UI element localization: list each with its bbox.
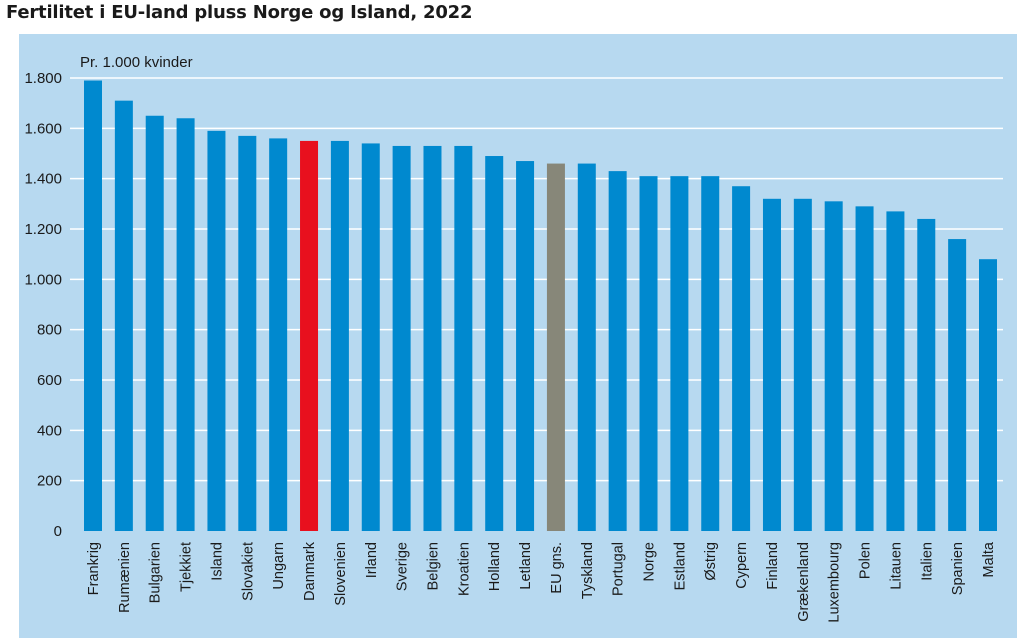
category-label: Island <box>209 542 225 581</box>
category-label: Letland <box>518 542 534 590</box>
category-label: Cypern <box>734 542 750 589</box>
category-label: Tyskland <box>580 542 596 599</box>
bar-eu-gns <box>546 163 565 531</box>
bar-litauen <box>886 211 905 531</box>
category-label: Sverige <box>395 542 411 591</box>
category-label: Litauen <box>888 542 904 590</box>
bar-slovakiet <box>238 135 257 531</box>
y-tick-label: 1.600 <box>24 120 62 137</box>
category-label: Luxembourg <box>827 542 843 623</box>
bar-ungarn <box>269 138 288 531</box>
y-tick-label: 1.400 <box>24 171 62 188</box>
category-label: Irland <box>364 542 380 578</box>
category-label: Polen <box>858 542 874 579</box>
bar-sverige <box>392 145 411 531</box>
bar-danmark <box>300 140 319 532</box>
y-tick-label: 0 <box>54 523 62 540</box>
bar-estland <box>670 176 689 531</box>
bar-italien <box>917 218 936 531</box>
y-tick-label: 800 <box>37 322 62 339</box>
category-label: Tjekkiet <box>179 542 195 592</box>
bar-tyskland <box>577 163 596 531</box>
bar-portugal <box>608 171 627 531</box>
category-label: Finland <box>765 542 781 590</box>
bar-island <box>207 130 226 531</box>
category-label: Frankrig <box>86 542 102 595</box>
category-label: Østrig <box>703 542 719 581</box>
bar-polen <box>855 206 874 531</box>
bar-bulgarien <box>145 115 164 531</box>
category-label: Slovenien <box>333 542 349 606</box>
bar-malta <box>979 259 997 531</box>
category-label: Estland <box>672 542 688 590</box>
bar-cypern <box>732 186 751 531</box>
category-label: Bulgarien <box>148 542 164 603</box>
bar-frankrig <box>84 80 102 532</box>
category-label: Kroatien <box>456 542 472 596</box>
bar-irland <box>361 143 380 531</box>
bar-belgien <box>423 145 442 531</box>
category-label: Malta <box>981 541 997 577</box>
bar-holland <box>485 156 504 531</box>
chart-title: Fertilitet i EU-land pluss Norge og Isla… <box>6 2 473 23</box>
bar-norge <box>639 176 658 531</box>
category-label: Spanien <box>950 542 966 595</box>
bar-finland <box>762 198 781 532</box>
category-label: EU gns. <box>549 542 565 594</box>
y-tick-label: 1.200 <box>24 221 62 238</box>
bar-kroatien <box>454 145 473 531</box>
category-label: Portugal <box>611 542 627 596</box>
bar-letland <box>516 161 535 532</box>
category-label: Slovakiet <box>240 542 256 601</box>
unit-label: Pr. 1.000 kvinder <box>80 54 193 71</box>
y-tick-label: 200 <box>37 473 62 490</box>
bar-slovenien <box>330 140 349 532</box>
grid-lines <box>70 77 1003 482</box>
y-tick-label: 1.000 <box>24 271 62 288</box>
category-label: Norge <box>642 542 658 582</box>
y-axis-ticks: 0 200 400 600 800 1.000 1.200 1.400 1.600 1.800 <box>24 70 62 540</box>
bar-tjekkiet <box>176 118 195 532</box>
category-label: Italien <box>919 542 935 581</box>
bar-spanien <box>948 239 967 531</box>
y-tick-label: 600 <box>37 372 62 389</box>
bar-grækenland <box>793 198 812 532</box>
category-label: Holland <box>487 542 503 591</box>
bar-luxembourg <box>824 201 843 531</box>
category-labels: Frankrig Rumænien Bulgarien Tjekkiet Island S… <box>86 541 997 623</box>
category-label: Ungarn <box>271 542 287 590</box>
bars <box>84 80 997 532</box>
bar-rumænien <box>114 100 133 532</box>
y-tick-label: 1.800 <box>24 70 62 87</box>
category-label: Rumænien <box>117 542 133 613</box>
y-tick-label: 400 <box>37 422 62 439</box>
category-label: Belgien <box>425 542 441 590</box>
category-label: Grækenland <box>796 542 812 622</box>
bar-østrig <box>701 176 720 531</box>
category-label: Danmark <box>302 541 318 601</box>
